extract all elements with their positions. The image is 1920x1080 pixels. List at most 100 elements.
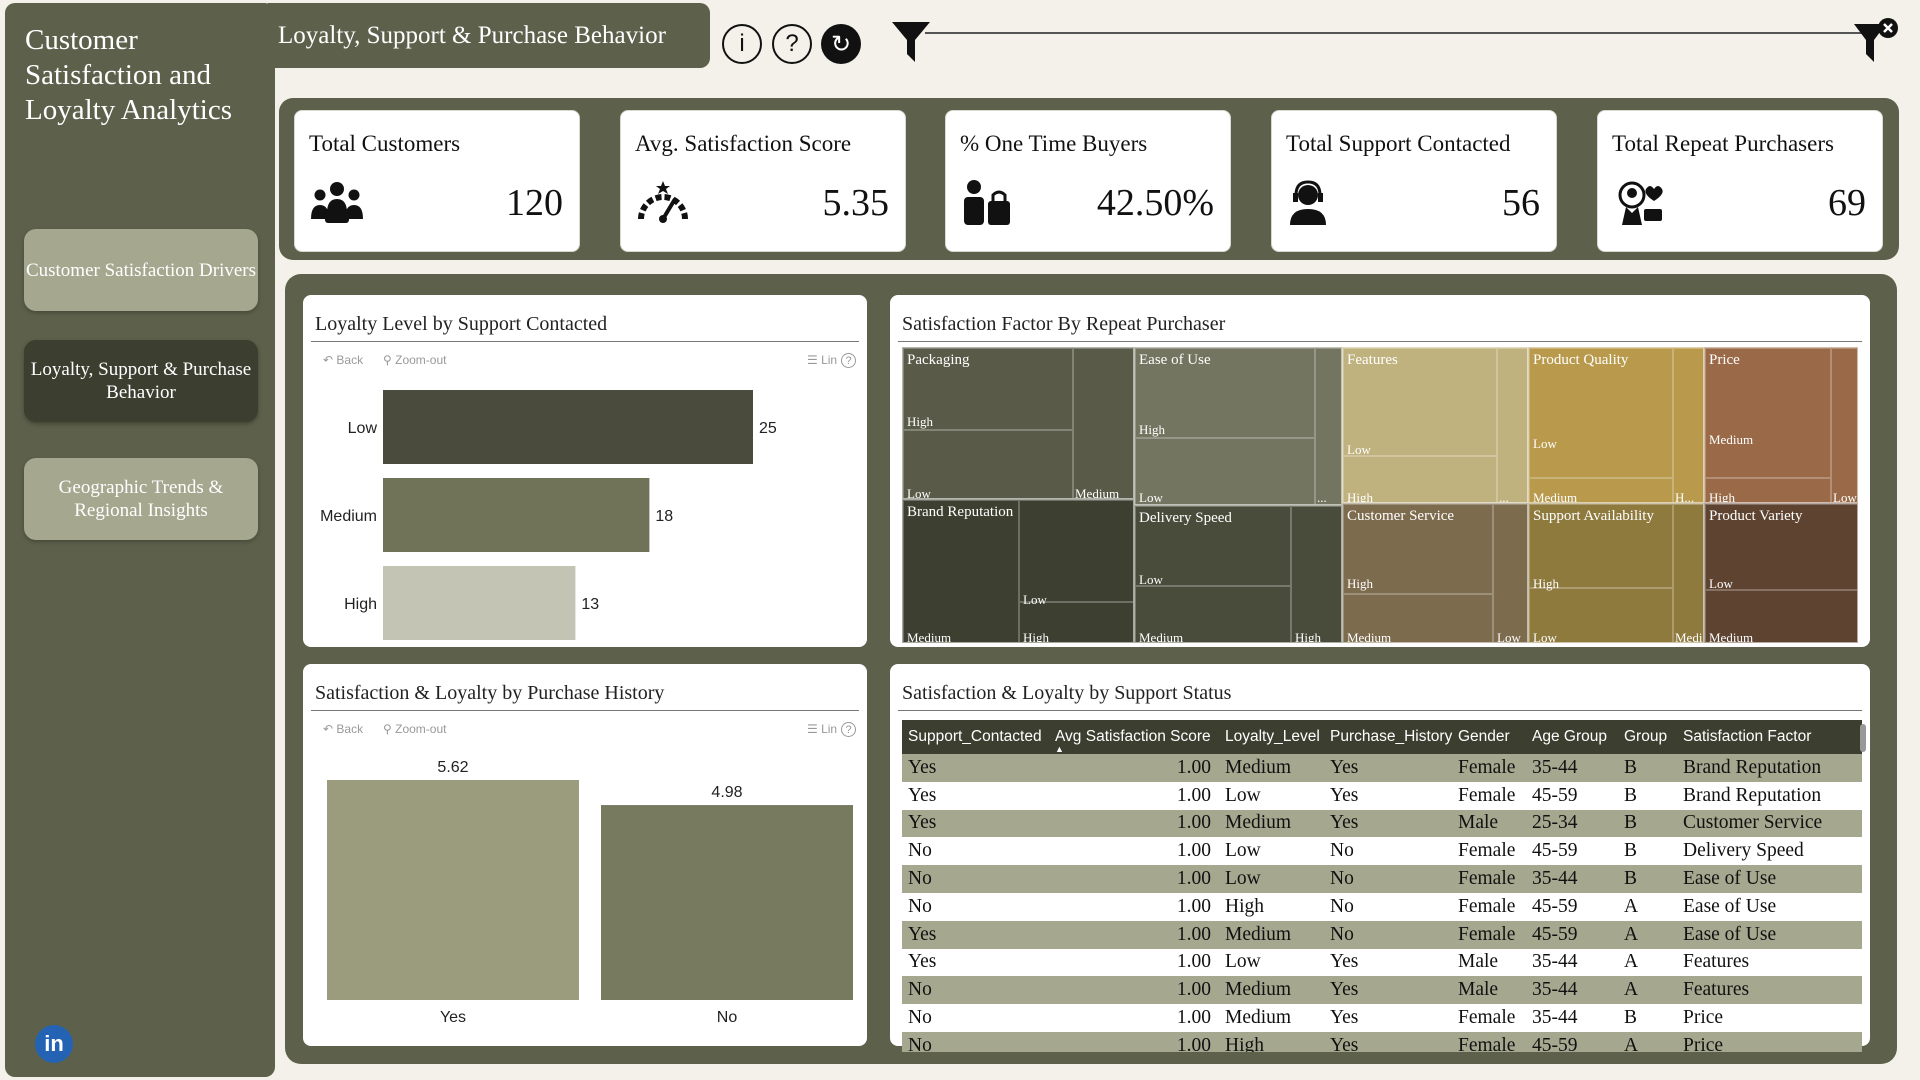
column-header[interactable]: Group (1618, 720, 1677, 754)
column-header[interactable]: Satisfaction Factor (1677, 720, 1862, 754)
nav-loyalty-support-purchase[interactable]: Loyalty, Support & Purchase Behavior (24, 340, 258, 422)
table-row[interactable]: No 1.00 Medium Yes Female 35-44 B Price (902, 1004, 1862, 1032)
back-button[interactable]: ↶ Back (323, 353, 364, 367)
treemap-subcell[interactable] (1705, 478, 1831, 502)
table-container[interactable]: Support_Contacted Avg Satisfaction Score ▲… (902, 720, 1862, 1052)
treemap-subcell[interactable] (1529, 478, 1673, 502)
treemap-subcell[interactable] (1343, 348, 1497, 456)
info-icon[interactable]: i (722, 24, 762, 64)
nav-geographic-trends[interactable]: Geographic Trends & Regional Insights (24, 458, 258, 540)
bar-high[interactable] (383, 566, 576, 640)
help-icon[interactable]: ? (772, 24, 812, 64)
treemap-group-features[interactable]: Features Low High... (1342, 347, 1528, 503)
treemap-group-product-variety[interactable]: Product Variety Low Medium (1704, 503, 1858, 643)
table-scrollbar[interactable] (1860, 724, 1866, 752)
treemap-subcell[interactable] (1019, 602, 1133, 642)
treemap-subcell[interactable] (1019, 500, 1133, 602)
treemap-group-product-quality[interactable]: Product Quality Low Medium H... (1528, 347, 1704, 503)
treemap-group-price[interactable]: Price Medium High Low (1704, 347, 1858, 503)
chart-help-icon[interactable]: ? (841, 722, 856, 737)
lin-button[interactable]: ☰ Lin (807, 722, 838, 736)
treemap-subcell[interactable] (1343, 504, 1493, 594)
column-header[interactable]: Age Group (1526, 720, 1618, 754)
column-header[interactable]: Gender (1452, 720, 1526, 754)
chart-title: Satisfaction & Loyalty by Support Status (902, 682, 1232, 704)
column-header[interactable]: Avg Satisfaction Score ▲ (1049, 720, 1219, 754)
table-row[interactable]: Yes 1.00 Low Yes Female 45-59 B Brand Reputatio… (902, 781, 1862, 810)
treemap-subcell[interactable] (903, 430, 1073, 498)
table-row[interactable]: No 1.00 Low No Female 35-44 B Ease of Use (902, 865, 1862, 893)
treemap-subcell[interactable] (1705, 504, 1857, 590)
treemap-subcell[interactable] (1493, 504, 1527, 642)
nav-customer-satisfaction-drivers[interactable]: Customer Satisfaction Drivers (24, 229, 258, 311)
treemap-group-brand-reputation[interactable]: Brand Reputation Medium Low High (902, 499, 1134, 643)
sidebar: Customer Satisfaction and Loyalty Analyt… (5, 3, 275, 1077)
table-row[interactable]: Yes 1.00 Medium No Female 45-59 A Ease of Use (902, 920, 1862, 949)
treemap-group-delivery-speed[interactable]: Delivery Speed Low Medium High (1134, 505, 1342, 643)
treemap-subcell[interactable] (1343, 594, 1493, 642)
table-cell: Female (1452, 1031, 1526, 1052)
table-row[interactable]: No 1.00 Medium Yes Male 35-44 A Features (902, 976, 1862, 1005)
table-row[interactable]: Yes 1.00 Medium Yes Male 25-34 B Customer Servi… (902, 809, 1862, 838)
back-button[interactable]: ↶ Back (323, 722, 364, 736)
treemap-sub-label: Low (1533, 436, 1557, 451)
table-row[interactable]: No 1.00 High Yes Female 45-59 A Price (902, 1031, 1862, 1052)
treemap-subcell[interactable] (1831, 348, 1857, 502)
table-cell: Medium (1219, 920, 1324, 949)
filter-icon[interactable] (890, 18, 934, 66)
table-row[interactable]: Yes 1.00 Low Yes Male 35-44 A Features (902, 948, 1862, 977)
bar-yes[interactable] (327, 780, 579, 1000)
support-status-table-card: Satisfaction & Loyalty by Support Status… (890, 664, 1870, 1052)
kpi-repeat-purchasers: Total Repeat Purchasers 69 (1597, 110, 1883, 252)
kpi-value: 69 (1828, 182, 1866, 224)
table-row[interactable]: No 1.00 High No Female 45-59 A Ease of Use (902, 892, 1862, 921)
zoom-out-button[interactable]: ⚲ Zoom-out (383, 353, 447, 367)
table-cell: A (1618, 892, 1677, 921)
column-header[interactable]: Loyalty_Level (1219, 720, 1324, 754)
bar-low[interactable] (383, 390, 753, 464)
table-row[interactable]: No 1.00 Low No Female 45-59 B Delivery Speed (902, 837, 1862, 866)
treemap-subcell[interactable] (1529, 588, 1673, 642)
chart-help-icon[interactable]: ? (841, 353, 856, 368)
treemap-subcell[interactable] (1529, 504, 1673, 588)
column-header[interactable]: Support_Contacted (902, 720, 1049, 754)
table-cell: Yes (1324, 809, 1452, 838)
table-row[interactable]: Yes 1.00 Medium Yes Female 35-44 B Brand Reputa… (902, 754, 1862, 782)
treemap-subcell[interactable] (1497, 348, 1527, 502)
treemap-subcell[interactable] (1315, 348, 1341, 504)
treemap-subcell[interactable] (1135, 506, 1291, 586)
treemap-subcell[interactable] (903, 348, 1073, 430)
treemap-group-customer-service[interactable]: Customer Service High Medium Low (1342, 503, 1528, 643)
treemap-subcell[interactable] (1673, 348, 1703, 502)
linkedin-icon[interactable]: in (35, 1025, 73, 1063)
table-cell: Male (1452, 809, 1526, 838)
table-cell: 35-44 (1526, 865, 1618, 893)
treemap-subcell[interactable] (1705, 348, 1831, 478)
table-cell: Brand Reputation (1677, 781, 1862, 810)
treemap-subcell[interactable] (1135, 586, 1291, 642)
treemap-group-ease-of-use[interactable]: Ease of Use High Low... (1134, 347, 1342, 505)
treemap-subcell[interactable] (903, 500, 1019, 642)
table-cell: No (902, 892, 1049, 921)
category-label: Yes (440, 1009, 466, 1026)
zoom-out-button[interactable]: ⚲ Zoom-out (383, 722, 447, 736)
treemap-subcell[interactable] (1673, 504, 1703, 642)
treemap-group-packaging[interactable]: Packaging High Low Medium (902, 347, 1134, 499)
kpi-value: 120 (506, 182, 563, 224)
lin-button[interactable]: ☰ Lin (807, 353, 838, 367)
treemap-subcell[interactable] (1073, 348, 1133, 498)
treemap-subcell[interactable] (1135, 348, 1315, 438)
column-header[interactable]: Purchase_History (1324, 720, 1452, 754)
table-cell: Features (1677, 948, 1862, 977)
treemap-subcell[interactable] (1343, 456, 1497, 502)
treemap-subcell[interactable] (1529, 348, 1673, 478)
reset-icon[interactable]: ↻ (821, 24, 861, 64)
treemap-subcell[interactable] (1705, 590, 1857, 642)
treemap-subcell[interactable] (1135, 438, 1315, 504)
treemap-group-support-availability[interactable]: Support Availability High Low Medi... (1528, 503, 1704, 643)
bar-medium[interactable] (383, 478, 650, 552)
treemap-subcell[interactable] (1291, 506, 1341, 642)
bar-no[interactable] (601, 805, 853, 1000)
clear-filter-icon[interactable] (1852, 16, 1900, 68)
table-cell: 35-44 (1526, 754, 1618, 782)
